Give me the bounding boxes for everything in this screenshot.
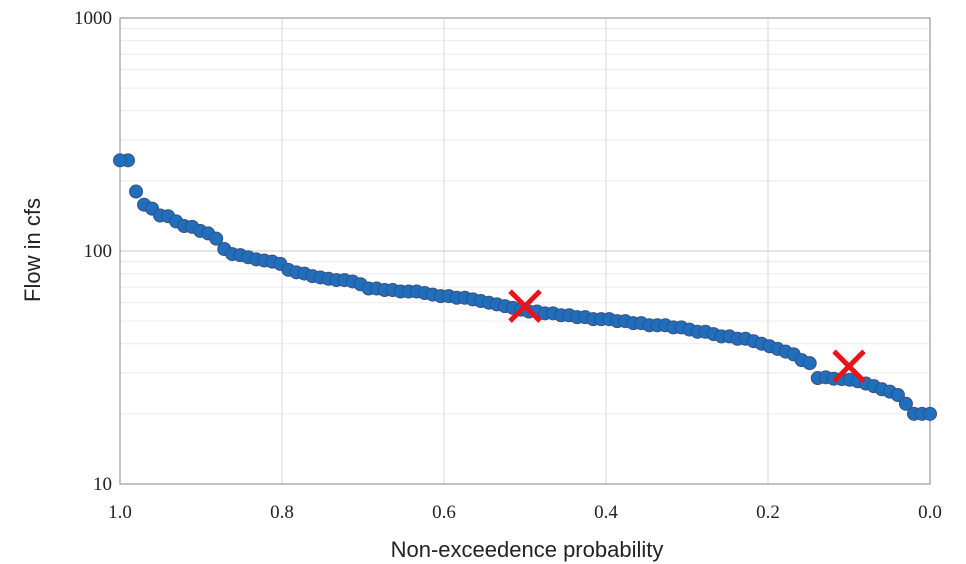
data-point	[923, 406, 937, 421]
x-tick-label: 0.6	[432, 502, 456, 523]
x-tick-labels: 1.0 0.8 0.6 0.4 0.2 0.0	[108, 502, 942, 523]
x-tick-label: 1.0	[108, 502, 132, 523]
plot-area-frame	[119, 17, 931, 485]
gridlines	[120, 17, 930, 485]
x-tick-label: 0.2	[756, 502, 780, 523]
data-point	[129, 184, 144, 199]
x-tick-label: 0.8	[270, 502, 294, 523]
data-point	[898, 396, 913, 411]
data-point	[802, 356, 817, 371]
data-point	[890, 387, 905, 402]
x-tick-label: 0.4	[594, 502, 618, 523]
y-axis-title: Flow in cfs	[20, 198, 45, 302]
data-point	[209, 231, 224, 246]
plot-frame	[119, 17, 931, 485]
highlight-markers	[508, 289, 866, 384]
y-tick-label: 1000	[74, 8, 112, 29]
data-point	[113, 153, 127, 168]
y-tick-label: 100	[84, 241, 113, 262]
highlight-x-marker	[508, 289, 542, 323]
highlight-x-marker	[832, 349, 866, 384]
y-tick-labels: 1000 100 10	[74, 8, 112, 495]
y-tick-label: 10	[93, 474, 112, 495]
x-axis-title: Non-exceedence probability	[391, 537, 664, 562]
x-tick-label: 0.0	[918, 502, 942, 523]
